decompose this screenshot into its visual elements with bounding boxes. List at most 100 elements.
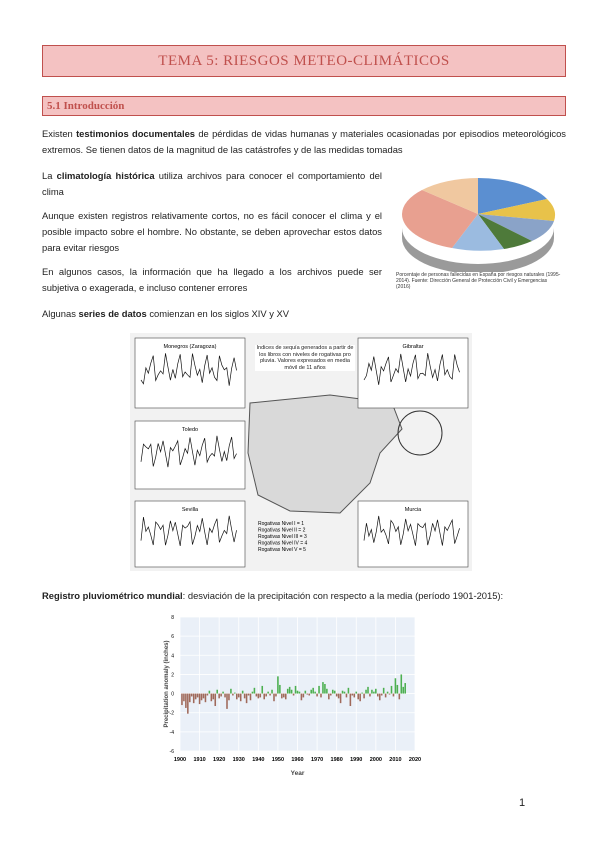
bold-text: Registro pluviométrico mundial <box>42 590 183 601</box>
bar <box>222 691 224 694</box>
x-tick-label: 2020 <box>409 757 421 763</box>
bar <box>216 689 218 694</box>
bar <box>388 693 391 695</box>
text: Existen <box>42 128 77 139</box>
x-tick-label: 1910 <box>193 757 205 763</box>
bar <box>183 693 185 702</box>
title-box: TEMA 5: RIESGOS METEO-CLIMÁTICOS <box>42 45 566 77</box>
bar <box>300 693 303 701</box>
title: TEMA 5: RIESGOS METEO-CLIMÁTICOS <box>158 53 450 69</box>
bar <box>333 690 336 694</box>
pie-slice <box>422 178 478 214</box>
bar <box>243 693 246 699</box>
bar <box>386 691 389 694</box>
x-tick-label: 1970 <box>311 757 323 763</box>
mini-line <box>363 353 460 385</box>
bar <box>237 693 240 698</box>
mini-line <box>140 515 237 547</box>
text: Algunas <box>42 308 79 319</box>
bar <box>194 693 197 700</box>
mini-line <box>140 353 237 386</box>
paragraph: Aunque existen registros relativamente c… <box>42 208 382 256</box>
bar <box>218 693 220 699</box>
y-tick-label: -2 <box>170 711 175 717</box>
bar <box>294 685 297 694</box>
bar <box>308 693 311 696</box>
paragraph: Algunas series de datos comienzan en los… <box>42 306 566 322</box>
legend-item: Rogativas Nivel V = 5 <box>258 547 306 553</box>
y-tick-label: 0 <box>171 692 174 698</box>
precip-chart: -6 -4 -2 0 2 4 6 8 1900 1910 1920 1930 1940 1950 1960 1… <box>164 615 421 777</box>
bar <box>212 693 215 700</box>
bar <box>267 691 269 694</box>
bar <box>228 693 230 701</box>
bar <box>265 693 267 697</box>
bar <box>402 686 405 694</box>
x-tick-label: 1940 <box>252 757 264 763</box>
bar <box>251 691 254 694</box>
pie-slice <box>401 190 478 248</box>
pie-side <box>402 228 554 272</box>
bar <box>261 685 264 694</box>
legend-item: Rogativas Nivel I = 1 <box>258 521 304 527</box>
bar <box>259 693 262 698</box>
map-note: Índices de sequía generados a partir de … <box>255 345 355 371</box>
paragraph: La climatología histórica utiliza archiv… <box>42 168 382 200</box>
panel-label: Murcia <box>405 507 422 513</box>
bar <box>234 692 236 694</box>
mini-line <box>363 515 460 546</box>
bar <box>359 693 361 702</box>
bar <box>271 689 273 694</box>
mini-panel <box>134 337 246 409</box>
bar <box>189 693 191 703</box>
bar <box>281 693 283 699</box>
mini-line <box>140 435 237 468</box>
bar <box>404 683 406 694</box>
paragraph: Existen testimonios documentales de pérd… <box>42 126 566 158</box>
bar <box>384 693 387 698</box>
bar <box>351 693 354 696</box>
bar <box>380 693 383 696</box>
x-axis-label: Year <box>291 770 305 777</box>
bold-text: series de datos <box>78 308 147 319</box>
bar <box>306 693 309 695</box>
bar <box>330 693 332 696</box>
bar <box>328 693 330 700</box>
map-figure: Monegros (Zaragoza) Gibraltar Toledo Sevill… <box>130 333 472 571</box>
bar <box>392 693 395 697</box>
bar <box>396 684 399 694</box>
panel-label: Gibraltar <box>402 344 423 350</box>
bar <box>245 693 248 704</box>
y-tick-label: 6 <box>171 634 174 640</box>
map-note-box: Índices de sequía generados a partir de … <box>255 345 355 371</box>
x-tick-label: 2010 <box>389 757 401 763</box>
bar <box>398 693 401 700</box>
bar <box>198 693 201 705</box>
bar <box>210 693 213 702</box>
text: La <box>42 170 57 181</box>
y-tick-label: -4 <box>170 730 175 736</box>
bar <box>365 689 367 694</box>
y-axis-label: Precipitation anomaly (inches) <box>164 640 170 727</box>
bar <box>269 693 271 696</box>
bar <box>224 693 226 698</box>
x-tick-label: 1930 <box>233 757 245 763</box>
bar <box>367 686 369 694</box>
bar <box>355 691 358 694</box>
bar <box>324 684 326 694</box>
pie-caption: Porcentaje de personas fallecidas en Esp… <box>396 272 561 290</box>
pie-slice <box>478 199 556 221</box>
bar <box>255 693 258 697</box>
x-tick-label: 2000 <box>370 757 382 763</box>
bar <box>316 693 318 697</box>
x-tick-label: 1980 <box>331 757 343 763</box>
paragraph: Registro pluviométrico mundial: desviaci… <box>42 588 566 604</box>
bar <box>304 690 307 694</box>
bar <box>239 693 242 702</box>
bar <box>192 693 195 704</box>
bar <box>377 693 379 697</box>
bar <box>322 682 324 694</box>
panel-label: Monegros (Zaragoza) <box>164 344 217 350</box>
bar <box>314 691 316 694</box>
